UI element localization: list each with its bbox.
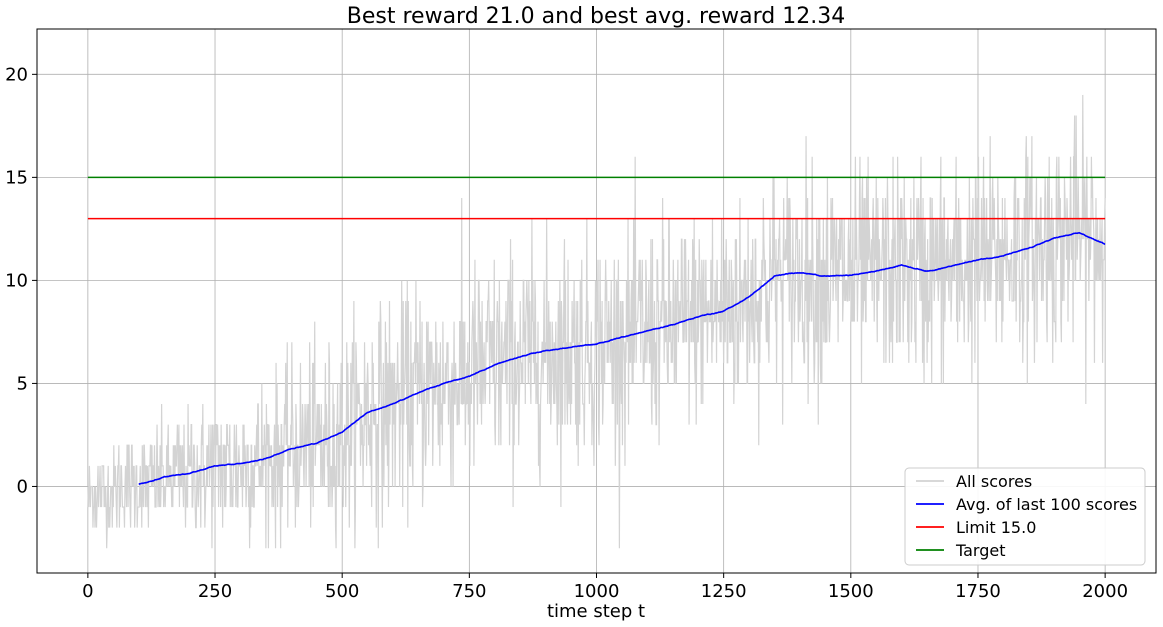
y-tick-label: 10 xyxy=(5,270,28,291)
series-avg-line xyxy=(138,232,1106,485)
series-all-scores-legend-label: All scores xyxy=(956,472,1032,491)
y-tick-label: 5 xyxy=(17,373,28,394)
x-tick-label: 750 xyxy=(452,581,486,602)
x-tick-label: 1500 xyxy=(828,581,874,602)
x-tick-label: 1000 xyxy=(574,581,620,602)
series-target-legend-label: Target xyxy=(955,541,1006,560)
y-tick-label: 0 xyxy=(17,476,28,497)
plot-lines xyxy=(87,94,1106,549)
x-axis-label: time step t xyxy=(547,601,645,622)
series-limit-legend-label: Limit 15.0 xyxy=(956,518,1036,537)
x-tick-label: 1750 xyxy=(955,581,1001,602)
y-tick-label: 20 xyxy=(5,64,28,85)
x-tick-label: 1250 xyxy=(701,581,747,602)
series-all-scores-line xyxy=(87,94,1106,549)
legend-box xyxy=(904,467,1146,566)
chart-title: Best reward 21.0 and best avg. reward 12… xyxy=(347,4,845,29)
series-avg-legend-label: Avg. of last 100 scores xyxy=(956,495,1137,514)
x-tick-label: 250 xyxy=(198,581,232,602)
y-tick-label: 15 xyxy=(5,167,28,188)
x-tick-label: 0 xyxy=(82,581,93,602)
x-tick-label: 500 xyxy=(325,581,359,602)
ticks: 0 250 500 750 1000 1250 1500 1750 2000 0 5 10 15 20 xyxy=(5,64,1128,602)
x-tick-label: 2000 xyxy=(1082,581,1128,602)
legend: All scores Avg. of last 100 scores Limit 1… xyxy=(904,467,1146,566)
